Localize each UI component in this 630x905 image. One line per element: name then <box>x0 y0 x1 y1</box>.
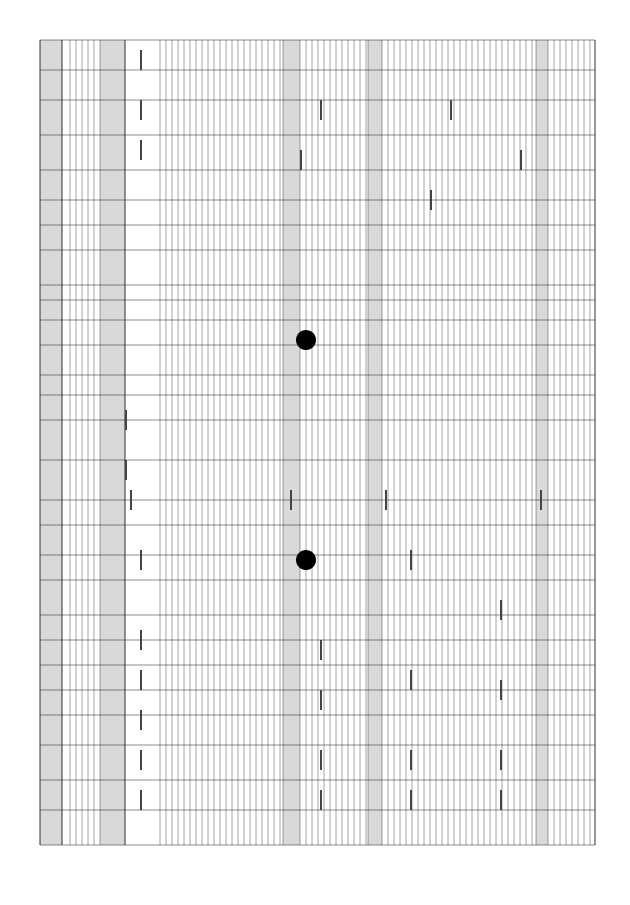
illegible-cell-text <box>450 100 452 120</box>
section-row-fill <box>283 40 300 845</box>
illegible-cell-text <box>140 710 142 730</box>
illegible-cell-text <box>500 750 502 770</box>
illegible-cell-text <box>320 790 322 810</box>
illegible-cell-text <box>300 150 302 170</box>
illegible-cell-text <box>140 750 142 770</box>
illegible-cell-text <box>140 140 142 160</box>
illegible-cell-text <box>290 490 292 510</box>
illegible-cell-text <box>125 410 127 430</box>
illegible-cell-text <box>385 490 387 510</box>
section-row-fill <box>536 40 548 845</box>
section-row-fill <box>40 40 62 845</box>
illegible-cell-text <box>140 100 142 120</box>
section-row-fill <box>368 40 382 845</box>
illegible-cell-text <box>140 50 142 70</box>
illegible-cell-text <box>130 490 132 510</box>
illegible-cell-text <box>125 460 127 480</box>
illegible-cell-text <box>140 790 142 810</box>
illegible-cell-text <box>500 680 502 700</box>
illegible-cell-text <box>140 630 142 650</box>
illegible-cell-text <box>320 640 322 660</box>
illegible-cell-text <box>540 490 542 510</box>
illegible-cell-text <box>320 750 322 770</box>
illegible-cell-text <box>430 190 432 210</box>
illegible-cell-text <box>500 790 502 810</box>
illegible-cell-text <box>320 100 322 120</box>
illegible-cell-text <box>410 550 412 570</box>
illegible-cell-text <box>500 600 502 620</box>
illegible-cell-text <box>140 550 142 570</box>
illegible-cell-text <box>410 790 412 810</box>
illegible-cell-text <box>140 670 142 690</box>
punch-hole <box>296 550 316 570</box>
illegible-cell-text <box>410 750 412 770</box>
illegible-cell-text <box>410 670 412 690</box>
section-row-fill <box>100 40 125 845</box>
illegible-cell-text <box>320 690 322 710</box>
illegible-cell-text <box>520 150 522 170</box>
punch-hole <box>296 330 316 350</box>
